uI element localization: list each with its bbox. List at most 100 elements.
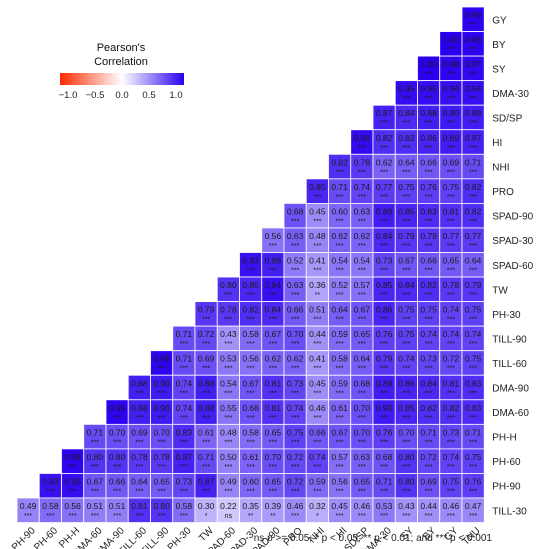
cell-value: 0.99 xyxy=(109,403,126,413)
cell-significance: ** xyxy=(270,513,276,520)
heatmap-cell: 0.66 *** xyxy=(283,301,307,327)
heatmap-cell: 0.71 *** xyxy=(372,473,396,499)
cell-value: 0.50 xyxy=(220,452,237,462)
cell-value: 0.82 xyxy=(242,305,259,315)
heatmap-cell: 0.82 *** xyxy=(417,276,441,302)
cell-significance: *** xyxy=(380,439,388,446)
cell-value: 0.71 xyxy=(465,427,482,437)
heatmap-cell: 0.95 *** xyxy=(394,80,418,106)
heatmap-cell: 0.88 *** xyxy=(127,399,151,425)
cell-value: 0.68 xyxy=(287,206,304,216)
cell-significance: *** xyxy=(469,218,477,225)
heatmap-cell: 0.75 *** xyxy=(283,423,307,450)
cell-significance: *** xyxy=(358,268,366,275)
cell-value: 0.75 xyxy=(465,452,482,462)
heatmap-cell: 0.80 *** xyxy=(150,497,174,523)
cell-value: 0.60 xyxy=(331,206,348,216)
heatmap-cell: 0.39 ** xyxy=(261,497,285,523)
cell-significance: *** xyxy=(291,268,299,275)
heatmap-cell: 0.46 *** xyxy=(439,497,463,523)
cell-fill xyxy=(461,497,485,523)
heatmap-cell: 0.87 *** xyxy=(172,448,196,474)
cell-significance: *** xyxy=(336,169,344,176)
heatmap-cell: 0.49 *** xyxy=(216,473,240,499)
heatmap-cell: 0.46 *** xyxy=(305,399,329,425)
heatmap-cell: 0.64 *** xyxy=(127,473,151,499)
heatmap-cell: 0.71 *** xyxy=(172,350,196,376)
heatmap-cell: 0.75 *** xyxy=(461,350,485,376)
heatmap-cell: 0.67 *** xyxy=(239,374,263,401)
cell-significance: *** xyxy=(247,488,255,495)
cell-value: 0.70 xyxy=(109,427,126,437)
cell-significance: *** xyxy=(180,415,188,422)
cell-value: 0.71 xyxy=(87,427,104,437)
cell-value: 0.75 xyxy=(465,305,482,315)
cell-value: 0.57 xyxy=(354,280,371,290)
cell-significance: *** xyxy=(402,366,410,373)
heatmap-cell: 0.66 *** xyxy=(105,473,129,499)
heatmap-cell: 0.53 *** xyxy=(216,350,240,376)
heatmap-cell: 0.75 *** xyxy=(461,301,485,327)
heatmap-cell: 0.94 *** xyxy=(439,80,463,106)
cell-significance: *** xyxy=(425,145,433,152)
heatmap-cell: 0.81 *** xyxy=(439,374,463,401)
cell-value: 0.56 xyxy=(64,501,81,511)
y-axis-labels: GY BY SY DMA-30 SD/SP HI NHI PRO SPAD-90 SPAD-30 S… xyxy=(492,15,533,517)
cell-value: 0.89 xyxy=(443,133,460,143)
cell-value: 0.82 xyxy=(398,133,415,143)
cell-significance: *** xyxy=(425,169,433,176)
cell-value: 0.70 xyxy=(265,452,282,462)
cell-value: 0.74 xyxy=(443,329,460,339)
heatmap-cell: 0.45 *** xyxy=(305,202,329,229)
cell-significance: *** xyxy=(469,268,477,275)
heatmap-cell: 0.70 *** xyxy=(261,448,285,474)
cell-value: 0.89 xyxy=(376,206,393,216)
heatmap-cell: 0.64 *** xyxy=(328,301,352,327)
heatmap-cell: 0.68 *** xyxy=(350,374,374,401)
heatmap-cell: 0.78 *** xyxy=(127,448,151,474)
heatmap-cell: 0.99 *** xyxy=(105,399,129,425)
cell-significance: *** xyxy=(447,341,455,348)
cell-value: 0.30 xyxy=(198,501,215,511)
cell-value: 0.63 xyxy=(287,280,304,290)
y-tick-label: SD/SP xyxy=(492,113,522,124)
cell-value: 0.71 xyxy=(198,452,215,462)
cell-significance: *** xyxy=(113,488,121,495)
cell-significance: *** xyxy=(447,120,455,127)
cell-value: 0.72 xyxy=(420,452,437,462)
cell-significance: *** xyxy=(447,488,455,495)
cell-value: 0.76 xyxy=(420,182,437,192)
cell-significance: *** xyxy=(224,488,232,495)
heatmap-cell: 0.55 *** xyxy=(216,399,240,425)
heatmap-cell: 0.72 *** xyxy=(417,448,441,474)
cell-value: 0.75 xyxy=(287,427,304,437)
heatmap-cell: 0.79 *** xyxy=(194,301,218,327)
cell-value: 0.84 xyxy=(265,305,282,315)
cell-significance: *** xyxy=(336,366,344,373)
cell-significance: *** xyxy=(247,292,255,299)
cell-value: 0.44 xyxy=(309,329,326,339)
cell-value: 0.88 xyxy=(198,378,215,388)
cell-significance: *** xyxy=(158,415,166,422)
cell-value: 0.86 xyxy=(376,305,393,315)
cell-significance: *** xyxy=(69,513,77,520)
cell-significance: *** xyxy=(224,464,232,471)
heatmap-cell: 0.77 *** xyxy=(439,227,463,253)
cell-significance: *** xyxy=(447,317,455,324)
cell-significance: *** xyxy=(158,439,166,446)
cell-significance: *** xyxy=(447,145,455,152)
heatmap-cell: 0.61 *** xyxy=(194,423,218,450)
heatmap-cell: 0.67 *** xyxy=(83,473,107,499)
cell-value: 0.75 xyxy=(398,182,415,192)
cell-value: 0.74 xyxy=(309,452,326,462)
cell-value: 0.62 xyxy=(376,157,393,167)
cell-significance: *** xyxy=(336,513,344,520)
heatmap-cell: 0.94 *** xyxy=(261,276,285,302)
cell-significance: *** xyxy=(402,415,410,422)
cell-significance: *** xyxy=(380,145,388,152)
cell-value: 0.46 xyxy=(287,501,304,511)
cell-significance: *** xyxy=(269,439,277,446)
cell-significance: *** xyxy=(180,439,188,446)
heatmap-cell: 0.82 *** xyxy=(328,153,352,180)
cell-value: 0.81 xyxy=(131,501,148,511)
